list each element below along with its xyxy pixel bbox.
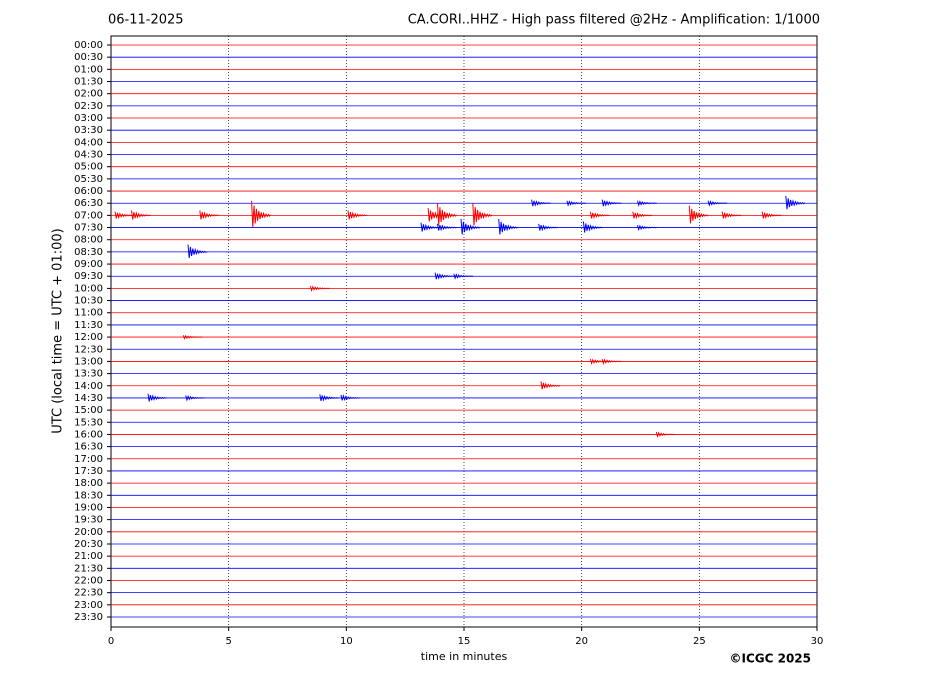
y-tick-label: 21:30 xyxy=(74,563,103,574)
y-tick-label: 21:00 xyxy=(74,551,103,562)
y-tick-label: 05:00 xyxy=(74,162,103,173)
y-tick-label: 16:30 xyxy=(74,442,103,453)
seismic-burst xyxy=(114,211,135,220)
seismic-burst xyxy=(434,272,455,280)
y-tick-label: 12:00 xyxy=(74,332,103,343)
x-tick-label: 15 xyxy=(458,636,471,647)
y-tick-label: 17:00 xyxy=(74,454,103,465)
seismic-burst xyxy=(199,210,220,220)
seismic-burst xyxy=(707,200,728,207)
y-tick-label: 09:30 xyxy=(74,271,103,282)
y-tick-label: 18:00 xyxy=(74,478,103,489)
seismic-burst xyxy=(582,221,603,233)
seismic-burst xyxy=(420,222,441,232)
x-tick-label: 20 xyxy=(575,636,588,647)
seismic-burst xyxy=(721,211,742,220)
x-tick-label: 30 xyxy=(811,636,824,647)
seismic-burst xyxy=(498,218,519,235)
y-tick-label: 10:00 xyxy=(74,283,103,294)
seismic-burst xyxy=(460,218,481,235)
seismic-burst xyxy=(309,285,330,293)
y-tick-label: 01:00 xyxy=(74,64,103,75)
y-tick-label: 23:00 xyxy=(74,600,103,611)
y-tick-label: 09:00 xyxy=(74,259,103,270)
seismic-burst xyxy=(589,211,610,220)
y-tick-label: 13:00 xyxy=(74,356,103,367)
seismic-burst xyxy=(472,203,493,226)
date: 06-11-2025 xyxy=(108,13,184,28)
y-tick-label: 20:00 xyxy=(74,527,103,538)
seismic-burst xyxy=(185,394,206,402)
y-tick-label: 06:30 xyxy=(74,198,103,209)
seismic-burst xyxy=(319,394,340,402)
y-tick-label: 08:00 xyxy=(74,235,103,246)
chart-title: CA.CORI..HHZ - High pass filtered @2Hz -… xyxy=(408,13,820,28)
y-tick-label: 03:00 xyxy=(74,113,103,124)
y-tick-label: 23:30 xyxy=(74,612,103,623)
y-tick-label: 13:30 xyxy=(74,369,103,380)
y-tick-label: 15:00 xyxy=(74,405,103,416)
y-tick-label: 22:30 xyxy=(74,588,103,599)
y-tick-label: 02:30 xyxy=(74,101,103,112)
y-tick-label: 11:00 xyxy=(74,308,103,319)
y-tick-label: 08:30 xyxy=(74,247,103,258)
seismic-burst xyxy=(761,211,782,220)
y-tick-label: 14:00 xyxy=(74,381,103,392)
y-tick-label: 11:30 xyxy=(74,320,103,331)
x-tick-label: 25 xyxy=(693,636,706,647)
y-tick-label: 18:30 xyxy=(74,490,103,501)
y-tick-label: 01:30 xyxy=(74,77,103,88)
seismic-burst xyxy=(538,223,559,232)
x-tick-label: 10 xyxy=(340,636,353,647)
y-tick-label: 12:30 xyxy=(74,344,103,355)
y-tick-label: 10:30 xyxy=(74,296,103,307)
y-tick-label: 19:00 xyxy=(74,502,103,513)
copyright: ©ICGC 2025 xyxy=(729,652,811,666)
y-tick-label: 14:30 xyxy=(74,393,103,404)
y-tick-label: 02:00 xyxy=(74,89,103,100)
seismic-burst xyxy=(182,334,203,340)
y-tick-label: 04:30 xyxy=(74,150,103,161)
seismic-burst xyxy=(131,210,151,220)
seismic-burst xyxy=(632,211,653,220)
y-tick-label: 15:30 xyxy=(74,417,103,428)
y-tick-label: 00:30 xyxy=(74,52,103,63)
seismic-burst xyxy=(655,431,676,439)
y-tick-label: 20:30 xyxy=(74,539,103,550)
seismic-burst xyxy=(147,393,168,402)
seismic-burst xyxy=(540,381,561,390)
y-tick-label: 07:30 xyxy=(74,223,103,234)
seismic-burst xyxy=(437,203,458,226)
x-axis-label: time in minutes xyxy=(421,650,508,663)
y-tick-label: 19:30 xyxy=(74,515,103,526)
y-tick-label: 06:00 xyxy=(74,186,103,197)
y-tick-label: 00:00 xyxy=(74,40,103,51)
seismic-burst xyxy=(531,199,551,207)
y-tick-label: 22:00 xyxy=(74,575,103,586)
x-tick-label: 5 xyxy=(225,636,231,647)
y-axis-label: UTC (local time = UTC + 01:00) xyxy=(51,228,66,433)
seismic-burst xyxy=(453,273,474,280)
seismic-burst xyxy=(187,244,208,258)
y-tick-label: 04:00 xyxy=(74,137,103,148)
seismic-burst xyxy=(347,210,368,220)
y-tick-label: 05:30 xyxy=(74,174,103,185)
x-tick-label: 0 xyxy=(108,636,114,647)
seismic-burst xyxy=(437,223,457,232)
y-tick-label: 16:00 xyxy=(74,429,103,440)
y-tick-label: 03:30 xyxy=(74,125,103,136)
y-tick-label: 07:00 xyxy=(74,210,103,221)
seismic-burst xyxy=(340,394,361,402)
seismic-burst xyxy=(637,200,657,207)
seismic-burst xyxy=(637,224,657,232)
seismic-burst xyxy=(688,205,709,224)
y-tick-label: 17:30 xyxy=(74,466,103,477)
seismic-burst xyxy=(251,200,272,228)
seismic-burst xyxy=(601,358,622,366)
seismic-burst xyxy=(566,200,587,207)
seismic-burst xyxy=(601,199,622,207)
seismic-burst xyxy=(785,195,806,210)
